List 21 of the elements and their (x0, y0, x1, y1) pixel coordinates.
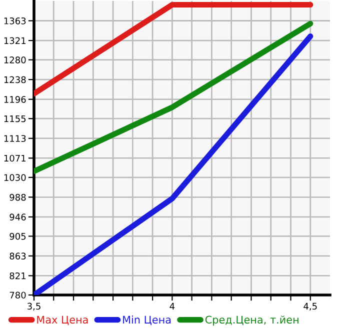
y-tick-label: 946 (10, 214, 26, 220)
x-tick-label: 3,5 (28, 302, 40, 311)
y-tick-label: 1113 (4, 135, 26, 142)
y-tick-label: 1363 (4, 17, 26, 24)
y-tick-label: 905 (10, 232, 26, 240)
y-tick-label: 1071 (4, 154, 26, 162)
y-tick-label: 1030 (4, 174, 26, 181)
y-tick-label: 1196 (4, 96, 26, 103)
x-tick-label: 4 (170, 302, 175, 310)
y-tick-label: 780 (10, 292, 26, 299)
x-tick-label: 4,5 (304, 302, 317, 311)
y-tick-label: 1280 (4, 56, 26, 64)
y-tick-label: 863 (10, 252, 26, 260)
y-tick-label: 988 (10, 194, 26, 201)
legend-label: Сред.Цена, т.йен (205, 316, 298, 326)
legend-label: Min Цена (123, 316, 171, 326)
legend-label: Max Цена (37, 316, 88, 326)
y-tick-label: 1238 (4, 76, 26, 84)
y-tick-label: 1321 (4, 37, 26, 44)
y-tick-label: 821 (10, 272, 26, 280)
y-tick-label: 1155 (4, 115, 26, 122)
